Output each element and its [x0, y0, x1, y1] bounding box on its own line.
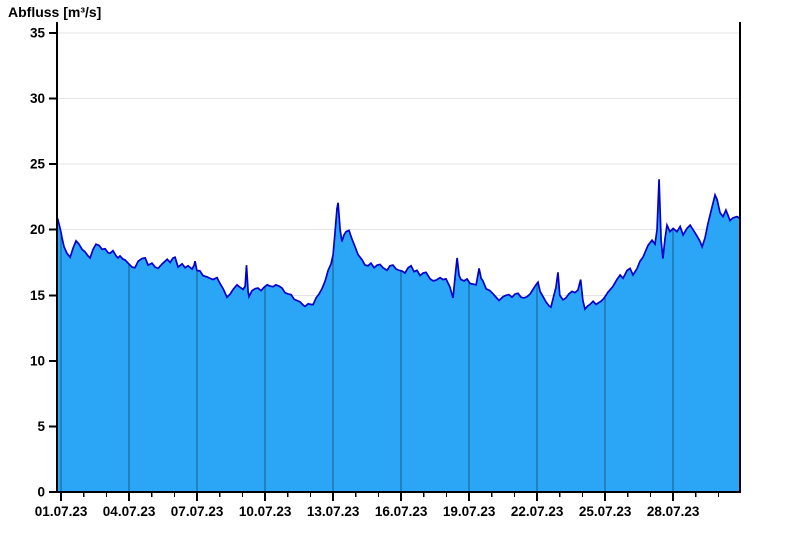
- x-tick-label: 22.07.23: [511, 504, 564, 519]
- x-tick-label: 25.07.23: [579, 504, 632, 519]
- y-tick-label: 10: [30, 353, 45, 368]
- chart-title: Abfluss [m³/s]: [8, 4, 102, 20]
- y-tick-label: 5: [37, 419, 45, 434]
- x-tick-label: 01.07.23: [35, 504, 88, 519]
- y-axis-ticks: [49, 32, 57, 493]
- axis-frame: [56, 22, 741, 493]
- y-tick-label: 20: [30, 222, 45, 237]
- y-tick-label: 25: [30, 157, 46, 172]
- y-tick-label: 30: [30, 91, 45, 106]
- x-tick-label: 16.07.23: [375, 504, 428, 519]
- y-tick-label: 35: [30, 26, 46, 41]
- x-tick-label: 10.07.23: [239, 504, 292, 519]
- x-tick-label: 04.07.23: [103, 504, 156, 519]
- area-series-fill: [57, 179, 740, 492]
- x-tick-label: 19.07.23: [443, 504, 496, 519]
- x-axis-ticks: [60, 493, 720, 501]
- x-tick-label: 07.07.23: [171, 504, 224, 519]
- y-tick-label: 15: [30, 288, 46, 303]
- x-tick-label: 13.07.23: [307, 504, 360, 519]
- y-tick-label: 0: [37, 485, 45, 500]
- series-line: [56, 179, 741, 311]
- x-tick-label: 28.07.23: [647, 504, 700, 519]
